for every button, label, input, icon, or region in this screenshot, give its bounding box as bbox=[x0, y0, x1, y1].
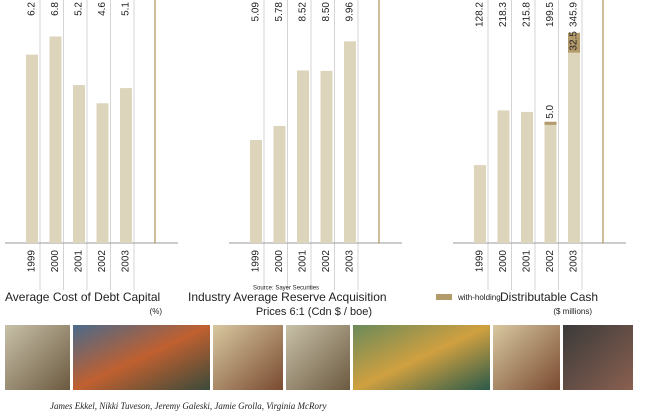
bar bbox=[120, 88, 132, 244]
photo bbox=[563, 325, 633, 390]
chart-title: Industry Average Reserve Acquisition bbox=[188, 290, 387, 304]
bar bbox=[273, 125, 286, 243]
chart-title: Average Cost of Debt Capital bbox=[5, 290, 160, 304]
photo bbox=[213, 325, 283, 390]
value-label: 218.3 bbox=[498, 2, 509, 27]
value-label: 215.8 bbox=[522, 2, 533, 27]
photo bbox=[73, 325, 210, 390]
x-tick-label: 1999 bbox=[475, 250, 486, 273]
segment-label: 32.5 bbox=[569, 31, 580, 51]
value-label: 345.9 bbox=[569, 2, 580, 27]
bar bbox=[344, 41, 356, 244]
value-label: 5.2 bbox=[74, 2, 85, 16]
value-label: 4.6 bbox=[97, 2, 108, 16]
x-tick-label: 1999 bbox=[27, 250, 38, 273]
x-tick-label: 2003 bbox=[121, 250, 132, 273]
bar bbox=[49, 36, 62, 244]
bar bbox=[96, 103, 109, 244]
x-tick-label: 1999 bbox=[251, 250, 262, 273]
x-tick-label: 2000 bbox=[50, 250, 61, 273]
value-label: 8.50 bbox=[321, 2, 332, 22]
with-holding-segment bbox=[568, 32, 580, 53]
value-label: 199.5 bbox=[545, 2, 556, 27]
bar bbox=[297, 70, 309, 243]
bar bbox=[26, 54, 38, 243]
value-label: 9.96 bbox=[345, 2, 356, 22]
chart-title: Distributable Cash bbox=[500, 290, 598, 304]
with-holding-segment bbox=[544, 121, 557, 125]
photo bbox=[286, 325, 350, 390]
photo bbox=[5, 325, 70, 390]
value-label: 5.78 bbox=[274, 2, 285, 22]
value-label: 6.8 bbox=[50, 2, 61, 16]
legend-swatch bbox=[436, 294, 452, 300]
x-tick-label: 2002 bbox=[97, 250, 108, 273]
chart-subtitle: (%) bbox=[150, 307, 163, 316]
value-label: 128.2 bbox=[475, 2, 486, 27]
x-tick-label: 2001 bbox=[74, 250, 85, 273]
chart-subtitle: Prices 6:1 (Cdn $ / boe) bbox=[256, 306, 372, 318]
value-label: 8.52 bbox=[298, 2, 309, 22]
bar bbox=[320, 70, 333, 243]
value-label: 6.2 bbox=[27, 2, 38, 16]
bar bbox=[544, 121, 557, 243]
chart-subtitle: ($ millions) bbox=[553, 307, 592, 316]
x-tick-label: 2001 bbox=[522, 250, 533, 273]
x-tick-label: 2001 bbox=[298, 250, 309, 273]
source-note: Source: Sayer Securities bbox=[253, 286, 319, 292]
caption: James Ekkel, Nikki Tuveson, Jeremy Gales… bbox=[50, 401, 327, 411]
x-tick-label: 2003 bbox=[345, 250, 356, 273]
x-tick-label: 2002 bbox=[545, 250, 556, 273]
x-tick-label: 2000 bbox=[274, 250, 285, 273]
photo bbox=[353, 325, 490, 390]
value-label: 5.1 bbox=[121, 2, 132, 16]
value-label: 5.09 bbox=[251, 2, 262, 22]
x-tick-label: 2000 bbox=[498, 250, 509, 273]
bar bbox=[73, 85, 85, 243]
bar bbox=[497, 110, 510, 243]
x-tick-label: 2003 bbox=[569, 250, 580, 273]
bar bbox=[568, 32, 580, 243]
segment-label: 5.0 bbox=[545, 104, 556, 118]
photo bbox=[493, 325, 560, 390]
legend-label: with-holding bbox=[457, 293, 501, 302]
bar bbox=[250, 139, 262, 243]
x-tick-label: 2002 bbox=[321, 250, 332, 273]
bar bbox=[474, 165, 486, 243]
bar bbox=[521, 111, 533, 244]
